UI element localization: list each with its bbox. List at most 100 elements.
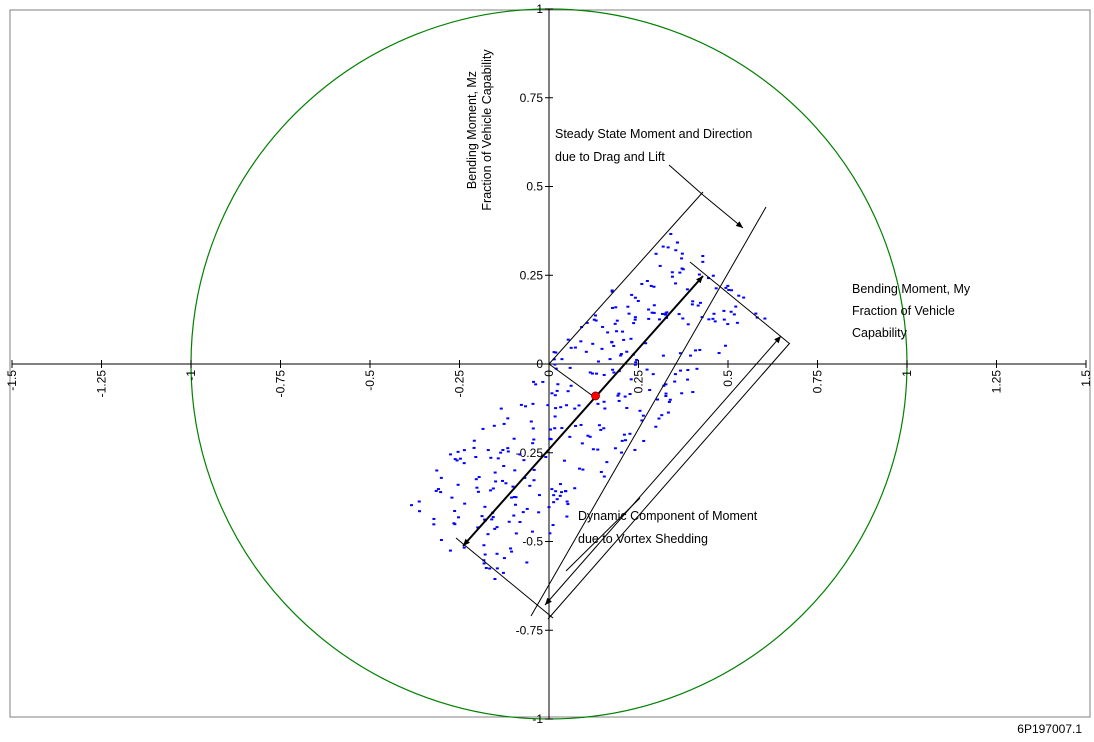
scatter-point [586, 434, 590, 437]
scatter-point [690, 303, 694, 306]
scatter-point [701, 255, 705, 258]
scatter-point [484, 567, 488, 570]
scatter-point [633, 448, 637, 451]
scatter-point [599, 428, 603, 431]
scatter-point [560, 491, 564, 494]
steady-state-point [591, 391, 600, 401]
scatter-point [615, 319, 619, 322]
x-axis-title: Bending Moment, My Fraction of Vehicle C… [852, 278, 970, 344]
scatter-point [722, 309, 726, 312]
scatter-point [435, 469, 439, 472]
scatter-point [439, 491, 443, 494]
dynamic-dimension-arrow-low [545, 597, 552, 605]
scatter-point [673, 373, 677, 376]
scatter-point [588, 435, 592, 438]
scatter-point [558, 483, 562, 486]
scatter-point [476, 490, 480, 493]
scatter-point [456, 450, 460, 453]
scatter-point [581, 468, 585, 471]
scatter-point [562, 459, 566, 462]
scatter-point [602, 427, 606, 430]
scatter-point [613, 322, 617, 325]
scatter-point [578, 467, 582, 470]
scatter-point [544, 455, 548, 458]
x-tick-label: -1.25 [95, 370, 109, 398]
scatter-point [737, 294, 741, 297]
scatter-point [591, 448, 595, 451]
scatter-point [518, 453, 522, 456]
y-tick-label: 0.5 [526, 180, 543, 194]
x-tick-label: 0.75 [811, 370, 825, 394]
scatter-point [623, 395, 627, 398]
scatter-point [726, 284, 730, 287]
scatter-point [700, 316, 704, 319]
band-extent-left [455, 537, 554, 619]
scatter-point [514, 532, 518, 535]
y-tick-label: -0.25 [516, 446, 544, 460]
scatter-point [568, 435, 572, 438]
scatter-point [605, 461, 609, 464]
y-tick-label: 0.75 [520, 91, 544, 105]
annotation-dynamic-component: Dynamic Component of Moment due to Vorte… [578, 505, 757, 551]
scatter-point [602, 475, 606, 478]
scatter-point [712, 312, 716, 315]
scatter-point [453, 523, 457, 526]
scatter-point [560, 427, 564, 430]
scatter-point [549, 438, 553, 441]
scatter-point [489, 456, 493, 459]
scatter-point [455, 459, 459, 462]
x-tick-label: -0.75 [274, 370, 288, 398]
scatter-point [645, 368, 649, 371]
scatter-point [629, 378, 633, 381]
scatter-point [681, 317, 685, 320]
steady-leader-line [668, 164, 704, 196]
scatter-point [494, 480, 498, 483]
scatter-point [512, 495, 516, 498]
scatter-point [612, 344, 616, 347]
scatter-point [518, 520, 522, 523]
scatter-point [529, 420, 533, 423]
scatter-point [491, 487, 495, 490]
scatter-point [701, 260, 705, 263]
scatter-point [482, 562, 486, 565]
scatter-point [592, 318, 596, 321]
scatter-point [620, 439, 624, 442]
scatter-point [522, 459, 526, 462]
scatter-point [657, 318, 661, 321]
scatter-point [588, 371, 592, 374]
x-axis-title-line-1: Bending Moment, My [852, 282, 971, 296]
scatter-point [472, 439, 476, 442]
scatter-point [553, 363, 557, 366]
scatter-point [432, 517, 436, 520]
scatter-point [486, 449, 490, 452]
y-tick-label: -0.75 [516, 623, 544, 637]
scatter-point [482, 559, 486, 562]
scatter-point [573, 487, 577, 490]
scatter-point [566, 338, 570, 341]
x-tick-label: -0.5 [363, 370, 377, 391]
scatter-point [596, 448, 600, 451]
scatter-point [506, 450, 510, 453]
band-extent-right [689, 261, 791, 345]
scatter-point [661, 354, 665, 357]
scatter-point [591, 342, 595, 345]
scatter-point [476, 526, 480, 529]
scatter-point [532, 468, 536, 471]
scatter-point [477, 476, 481, 479]
scatter-point [724, 286, 728, 289]
scatter-point [675, 241, 679, 244]
scatter-point [632, 322, 636, 325]
x-axis-title-line-2: Fraction of Vehicle [852, 304, 955, 318]
scatter-point [501, 571, 505, 574]
scatter-point [664, 312, 668, 315]
steady-state-vector [548, 363, 598, 400]
scatter-point [727, 288, 731, 291]
scatter-point [495, 552, 499, 555]
scatter-point [474, 478, 478, 481]
scatter-point [615, 330, 619, 333]
scatter-point [462, 462, 466, 465]
scatter-point [754, 312, 758, 315]
scatter-point [513, 469, 517, 472]
scatter-point [622, 338, 626, 341]
